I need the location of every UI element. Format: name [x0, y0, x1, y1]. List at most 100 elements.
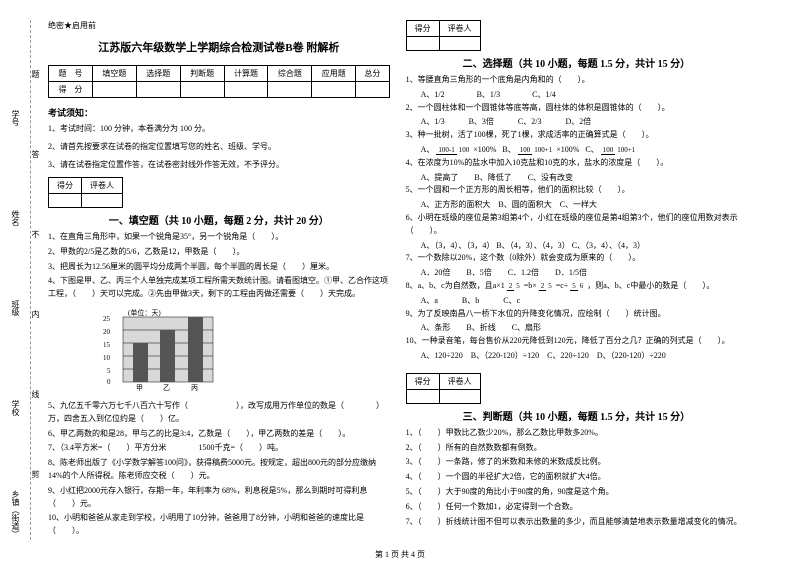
bar-bing	[188, 317, 203, 382]
right-column: 得分评卷人 二、选择题（共 10 小题，每题 1.5 分，共计 15 分） 1、…	[398, 20, 756, 555]
frac-b: 100100+1	[518, 147, 554, 154]
s2-q8-mid2: =c÷	[556, 281, 568, 290]
section2-title: 二、选择题（共 10 小题，每题 1.5 分，共计 15 分）	[406, 55, 748, 70]
s2-q9: 9、为了反映南昌八一桥下水位的升降变化情况，应绘制（ ）统计图。	[406, 308, 748, 321]
s2-q8-end: ，则a、b、c中最小的数是（ ）。	[587, 281, 714, 290]
section3-title: 三、判断题（共 10 小题，每题 1.5 分，共计 15 分）	[406, 408, 748, 423]
s2-q3lb: B、	[502, 145, 515, 154]
ss-e	[82, 194, 123, 208]
ss-c1: 得分	[406, 21, 439, 37]
s3-q2: 2、（ ）所有的自然数数都有倒数。	[406, 442, 748, 455]
side-school: 学校	[10, 400, 21, 416]
ss-e	[406, 37, 439, 51]
th-num: 题 号	[49, 66, 93, 82]
s2-q8: 8、a、b、c为自然数，且a×1 25 =b× 25 =c÷ 56 ，则a、b、…	[406, 280, 748, 293]
frac-c: 100100+1	[601, 147, 637, 154]
s2-q8o: A、a B、b C、c	[421, 295, 748, 308]
bar-jia	[133, 343, 148, 382]
xl-jia: 甲	[136, 384, 143, 392]
s3-q6: 6、（ ）任何一个数加1，必定得到一个合数。	[406, 501, 748, 514]
section1-score: 得分评卷人	[48, 177, 123, 208]
td-e	[92, 82, 136, 98]
ytick-20: 20	[103, 328, 111, 336]
s1-q10: 10、小明和爸爸从家走到学校，小明用了10分钟，爸爸用了8分钟，小明和爸爸的速度…	[48, 512, 390, 538]
s2-q7o: A．20倍 B．5倍 C．1.2倍 D．1/5倍	[421, 267, 748, 280]
ytick-25: 25	[103, 315, 111, 323]
s2-q9o: A、条形 B、折线 C、扇形	[421, 322, 748, 335]
s2-q5o: A、正方形的面积大 B、圆的面积大 C、一样大	[421, 199, 748, 212]
bar-yi	[160, 330, 175, 382]
s1-q9: 9、小红把2000元存入银行，存期一年，年利率为 68%，利息税是5%，那么到期…	[48, 485, 390, 511]
td-e	[224, 82, 268, 98]
s1-q2: 2、甲数的2/5是乙数的5/6，乙数是12，甲数是（ ）。	[48, 246, 390, 259]
td-score: 得 分	[49, 82, 93, 98]
s3-q4: 4、（ ）一个圆的半径扩大2倍，它的面积就扩大4倍。	[406, 471, 748, 484]
page-footer: 第 1 页 共 4 页	[0, 549, 800, 560]
td-e	[268, 82, 312, 98]
s3-q7: 7、（ ）折线统计图不但可以表示出数量的多少，而且能够清楚地表示数量增减变化的情…	[406, 516, 748, 529]
chart-svg: (单位：天) 25 20 15 10 5 0 甲 乙 丙	[98, 307, 218, 392]
s3-q1: 1、（ ）甲数比乙数少20%，那么乙数比甲数多20%。	[406, 427, 748, 440]
s2-q4: 4、在浓度为10%的盐水中加入10克盐和10克的水，盐水的浓度是（ ）。	[406, 157, 748, 170]
notice-title: 考试须知：	[48, 106, 390, 119]
s2-q1o: A、1/2 B、1/3 C、1/4	[421, 89, 748, 102]
section2-score: 得分评卷人	[406, 20, 481, 51]
frac-a: 100-1100	[436, 147, 471, 154]
s2-q3lc: C、	[585, 145, 598, 154]
xl-bing: 丙	[191, 384, 198, 392]
chart-ylabel: (单位：天)	[128, 308, 161, 317]
bar-chart: (单位：天) 25 20 15 10 5 0 甲 乙 丙	[98, 307, 390, 394]
suf-b: ×100%	[556, 145, 579, 154]
th-judge: 判断题	[180, 66, 224, 82]
th-calc: 计算题	[224, 66, 268, 82]
s2-q1: 1、等腰直角三角形的一个底角是内角和的（ ）。	[406, 74, 748, 87]
ss-c1: 得分	[49, 178, 82, 194]
s3-q5: 5、（ ）大于90度的角比小于90度的角，90度是这个角。	[406, 486, 748, 499]
section3-score: 得分评卷人	[406, 373, 481, 404]
ss-c1: 得分	[406, 373, 439, 389]
s2-q6: 6、小明在班级的座位是第3组第4个，小红在班级的座位是第4组第3个，他们的座位用…	[406, 212, 748, 238]
th-fill: 填空题	[92, 66, 136, 82]
ss-c2: 评卷人	[439, 373, 480, 389]
side-name: 姓名	[10, 210, 21, 226]
s2-q10: 10、一种录音笔，每台售价从220元降低到120元，降低了百分之几？正确的列式是…	[406, 335, 748, 348]
suf-a: ×100%	[473, 145, 496, 154]
ss-e	[406, 389, 439, 403]
th-total: 总分	[356, 66, 389, 82]
cut-d5: 答	[30, 150, 41, 158]
s2-q4o: A、提高了 B、降低了 C、没有改变	[421, 172, 748, 185]
s1-q5: 5、九亿五千零六万七千八百六十写作（ ），改写成用万作单位的数是（ ）万，四舍五…	[48, 400, 390, 426]
cut-d2: 线	[30, 390, 41, 398]
section1-title: 一、填空题（共 10 小题，每题 2 分，共计 20 分）	[48, 212, 390, 227]
ytick-0: 0	[107, 378, 111, 386]
ss-e	[439, 389, 480, 403]
frac-q8c: 56	[570, 283, 585, 290]
ss-e	[439, 37, 480, 51]
ytick-5: 5	[107, 367, 111, 375]
s1-q8: 8、陈老师出版了《小学数学解答100问》，获得稿费5000元。按规定，超出800…	[48, 457, 390, 483]
ss-c2: 评卷人	[82, 178, 123, 194]
th-comp: 综合题	[268, 66, 312, 82]
cut-line	[30, 20, 31, 540]
td-e	[356, 82, 389, 98]
page-container: 绝密★启用前 江苏版六年级数学上学期综合检测试卷B卷 附解析 题 号 填空题 选…	[0, 0, 800, 565]
s2-q2: 2、一个圆柱体和一个圆锥体等底等高，圆柱体的体积是圆锥体的（ ）。	[406, 102, 748, 115]
s2-q2o: A、1/3 B、3倍 C、2/3 D、2倍	[421, 116, 748, 129]
s2-q8-txt: 8、a、b、c为自然数，且a×1	[406, 281, 505, 290]
th-choice: 选择题	[136, 66, 180, 82]
ss-c2: 评卷人	[439, 21, 480, 37]
score-table: 题 号 填空题 选择题 判断题 计算题 综合题 应用题 总分 得 分	[48, 65, 390, 98]
ss-e	[49, 194, 82, 208]
s2-q6o: A、（3，4）、（3，4） B、（4，3）、（4，3） C、（3，4）、（4，3…	[421, 240, 748, 253]
s1-q4: 4、下图是甲、乙、丙三个人单独完成某项工程所需天数统计图。请看图填空。①甲、乙合…	[48, 275, 390, 301]
s2-q3la: A、	[421, 145, 435, 154]
s1-q6: 6、甲乙两数的和是28，甲与乙的比是3:4，乙数是（ ），甲乙两数的差是（ ）。	[48, 428, 390, 441]
td-e	[180, 82, 224, 98]
s1-q3: 3、把周长为12.56厘米的圆平均分成两个半圆，每个半圆的周长是（ ）厘米。	[48, 261, 390, 274]
side-id: 学号	[10, 110, 21, 126]
ytick-15: 15	[103, 341, 111, 349]
frac-q8b: 25	[539, 283, 554, 290]
cut-d3: 内	[30, 310, 41, 318]
frac-q8a: 25	[507, 283, 522, 290]
xl-yi: 乙	[163, 384, 170, 392]
